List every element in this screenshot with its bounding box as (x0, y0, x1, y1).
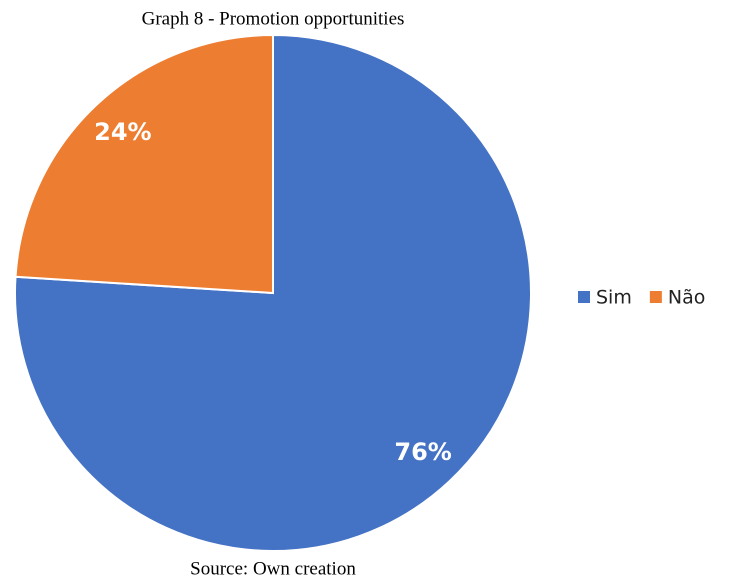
pie-slice (14, 33, 532, 552)
legend-swatch (649, 291, 662, 303)
legend-label: Sim (596, 287, 632, 309)
legend-swatch (578, 291, 590, 303)
chart-title: Graph 8 - Promotion opportunities (142, 8, 405, 29)
legend-label: Não (668, 287, 705, 309)
data-label: 76% (394, 438, 451, 466)
pie-slice (14, 33, 274, 295)
data-label: 24% (94, 118, 151, 146)
source-note: Source: Own creation (190, 558, 356, 579)
